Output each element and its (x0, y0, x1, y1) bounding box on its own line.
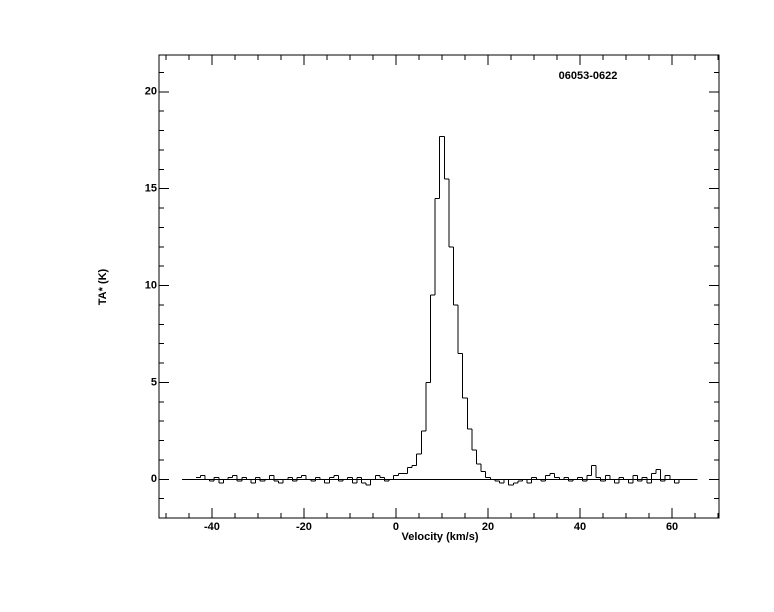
x-tick-label: 20 (482, 521, 494, 533)
x-tick-label: -40 (204, 521, 220, 533)
x-tick-label: 40 (574, 521, 586, 533)
y-axis-label: TA* (K) (97, 268, 109, 305)
y-tick-label: 10 (145, 279, 157, 291)
x-tick-label: -20 (296, 521, 312, 533)
chart-title: 06053-0622 (559, 70, 618, 82)
y-tick-label: 15 (145, 183, 157, 195)
x-tick-label: 60 (666, 521, 678, 533)
plot-frame (158, 54, 720, 519)
x-axis-label: Velocity (km/s) (401, 531, 478, 543)
x-tick-label: 0 (393, 521, 399, 533)
y-tick-label: 20 (145, 86, 157, 98)
y-tick-label: 0 (151, 473, 157, 485)
y-tick-label: 5 (151, 376, 157, 388)
